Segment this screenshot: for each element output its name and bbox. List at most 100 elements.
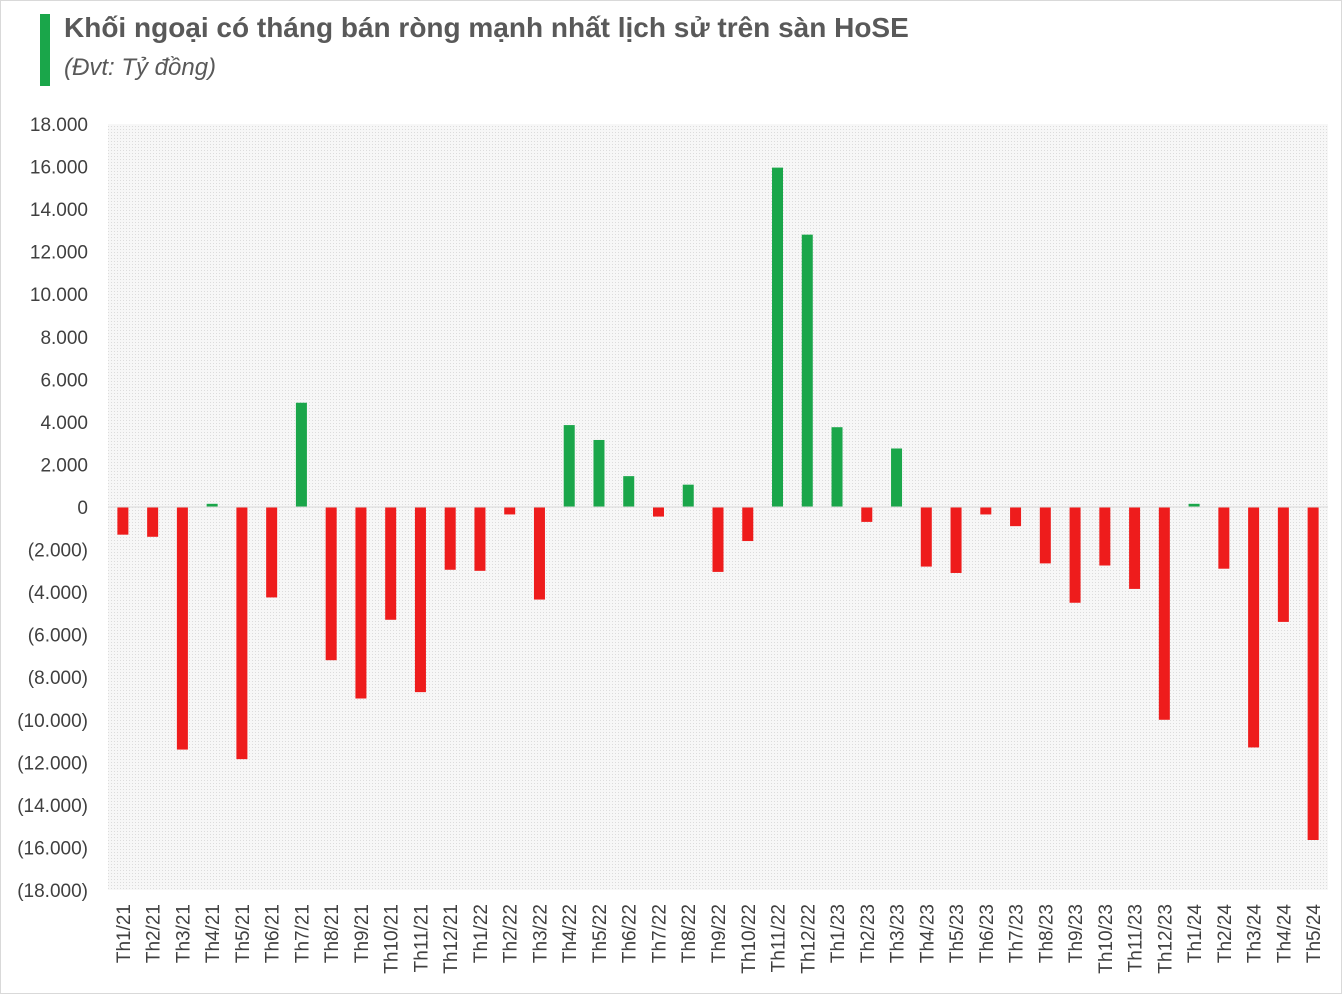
bar-Th9/22 [712, 507, 724, 572]
bars [117, 167, 1319, 840]
x-tick-label: Th3/23 [888, 904, 909, 963]
bar-Th10/22 [742, 507, 754, 542]
x-tick-label: Th4/22 [560, 904, 581, 963]
x-tick-label: Th3/24 [1245, 904, 1266, 964]
bar-Th8/22 [682, 484, 694, 507]
bar-Th1/24 [1188, 503, 1200, 507]
bar-Th9/23 [1069, 507, 1081, 603]
bar-Th2/22 [504, 507, 516, 515]
bar-Th6/23 [980, 507, 992, 515]
x-tick-label: Th8/21 [322, 904, 343, 963]
y-tick-label: 8.000 [40, 328, 88, 349]
bar-Th8/21 [325, 507, 337, 661]
bar-Th6/22 [623, 476, 635, 507]
bar-Th5/23 [950, 507, 962, 573]
y-axis-ticks: 18.000 16.000 14.000 12.000 10.000 8.000 6.000… [17, 115, 88, 902]
x-tick-label: Th12/21 [441, 904, 462, 974]
x-tick-label: Th5/23 [947, 904, 968, 963]
x-tick-label: Th4/23 [917, 904, 938, 963]
x-tick-label: Th3/22 [530, 904, 551, 963]
y-tick-label: 16.000 [30, 158, 88, 179]
bar-Th7/23 [1010, 507, 1022, 527]
y-tick-label: (12.000) [17, 753, 88, 774]
x-tick-label: Th5/22 [590, 904, 611, 963]
x-axis-ticks: Th1/21 Th2/21 Th3/21 Th4/21 Th5/21 Th6/21 Th7/… [114, 904, 1325, 974]
x-tick-label: Th9/23 [1066, 904, 1087, 963]
bar-Th4/22 [563, 425, 575, 507]
y-tick-label: (2.000) [28, 541, 88, 562]
chart-title: Khối ngoại có tháng bán ròng mạnh nhất l… [64, 12, 909, 43]
y-tick-label: 18.000 [30, 115, 88, 136]
x-tick-label: Th2/22 [501, 904, 522, 963]
bar-Th7/21 [295, 402, 307, 507]
x-tick-label: Th9/21 [352, 904, 373, 963]
x-tick-label: Th7/21 [292, 904, 313, 963]
x-tick-label: Th5/21 [233, 904, 254, 963]
bar-Th11/22 [772, 167, 784, 507]
y-tick-label: (6.000) [28, 626, 88, 647]
bar-Th12/23 [1158, 507, 1170, 720]
bar-Th4/21 [206, 503, 218, 507]
bar-Th5/21 [236, 507, 248, 760]
y-tick-label: (16.000) [17, 838, 88, 859]
bar-Th3/24 [1248, 507, 1260, 748]
x-tick-label: Th6/23 [977, 904, 998, 963]
bar-Th1/23 [831, 427, 843, 507]
bar-Th3/22 [533, 507, 545, 600]
bar-Th5/22 [593, 439, 605, 507]
y-tick-label: 0 [77, 498, 88, 519]
bar-Th12/21 [444, 507, 456, 570]
x-tick-label: Th10/21 [382, 904, 403, 974]
bar-Th3/23 [891, 448, 903, 507]
x-tick-label: Th11/23 [1126, 904, 1147, 972]
bar-Th3/21 [176, 507, 188, 750]
x-tick-label: Th1/22 [471, 904, 492, 963]
x-tick-label: Th1/24 [1185, 904, 1206, 964]
bar-Th5/24 [1307, 507, 1319, 840]
x-tick-label: Th6/21 [263, 904, 284, 963]
y-tick-label: 2.000 [40, 455, 88, 476]
x-tick-label: Th12/22 [798, 904, 819, 974]
y-tick-label: 12.000 [30, 243, 88, 264]
x-tick-label: Th12/23 [1155, 904, 1176, 974]
x-tick-label: Th4/24 [1274, 904, 1295, 964]
y-tick-label: (8.000) [28, 668, 88, 689]
bar-Th11/23 [1129, 507, 1141, 589]
x-tick-label: Th2/24 [1215, 904, 1236, 964]
bar-Th12/22 [801, 234, 813, 507]
y-tick-label: (10.000) [17, 711, 88, 732]
chart-subtitle: (Đvt: Tỷ đồng) [64, 54, 217, 81]
bar-Th9/21 [355, 507, 367, 699]
x-tick-label: Th8/23 [1036, 904, 1057, 963]
x-tick-label: Th10/23 [1096, 904, 1117, 974]
bar-Th10/21 [385, 507, 397, 620]
x-tick-label: Th8/22 [679, 904, 700, 963]
x-tick-label: Th7/23 [1007, 904, 1028, 963]
x-tick-label: Th11/22 [769, 904, 790, 972]
bar-Th4/24 [1277, 507, 1289, 622]
bar-Th11/21 [414, 507, 426, 693]
y-tick-label: (18.000) [17, 881, 88, 902]
y-tick-label: (4.000) [28, 583, 88, 604]
y-tick-label: 14.000 [30, 200, 88, 221]
y-tick-label: 6.000 [40, 370, 88, 391]
bar-Th6/21 [266, 507, 278, 598]
x-tick-label: Th4/21 [203, 904, 224, 963]
bar-Th7/22 [652, 507, 664, 517]
x-tick-label: Th7/22 [649, 904, 670, 963]
x-tick-label: Th10/22 [739, 904, 760, 974]
y-tick-label: 4.000 [40, 413, 88, 434]
bar-Th4/23 [920, 507, 932, 567]
bar-Th2/24 [1218, 507, 1230, 569]
bar-Th2/21 [147, 507, 159, 537]
x-tick-label: Th11/21 [411, 904, 432, 972]
x-tick-label: Th5/24 [1304, 904, 1325, 964]
x-tick-label: Th6/22 [620, 904, 641, 963]
y-tick-label: (14.000) [17, 796, 88, 817]
title-accent-bar [40, 14, 50, 86]
x-tick-label: Th2/23 [858, 904, 879, 963]
x-tick-label: Th9/22 [709, 904, 730, 963]
bar-Th10/23 [1099, 507, 1111, 566]
